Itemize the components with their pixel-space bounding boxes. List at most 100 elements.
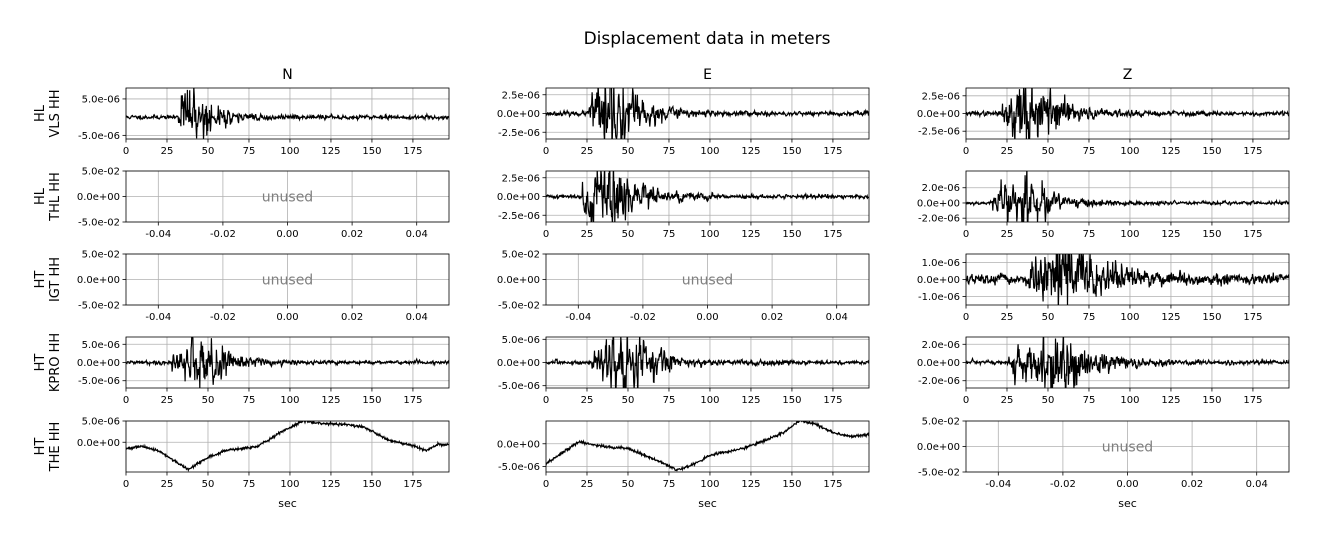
x-tick-label: 75 [1083,312,1096,323]
x-tick-label: 50 [622,229,635,240]
x-tick-label: 75 [243,395,256,406]
y-tick-label: 5.0e-06 [82,94,120,105]
y-tick-label: 2.0e-06 [922,183,960,194]
axes-frame [965,420,1290,473]
y-tick-label: 5.0e-02 [82,250,120,261]
column-title: Z [1123,67,1133,83]
panel: 0 25 50 75 100 125 150 175 5.0e-06 0.0e+00 sec [77,417,450,510]
unused-label: unused [1102,440,1153,456]
axes-frame [125,336,450,389]
x-tick-label: 0 [543,479,549,490]
y-tick-label: -5.0e-02 [918,468,960,479]
x-tick-label: 125 [321,395,340,406]
x-tick-label: 100 [1120,146,1139,157]
y-tick-label: 0.0e+00 [497,192,540,203]
x-tick-label: 175 [403,395,422,406]
row-label-network: HL [33,187,48,205]
row-label: HT IGT HH [33,257,63,302]
y-tick-label: 0.0e+00 [917,275,960,286]
x-tick-label: 0.00 [276,229,298,240]
y-tick-label: 0.0e+00 [917,358,960,369]
x-tick-label: 100 [1120,229,1139,240]
panel: 0 25 50 75 100 125 150 175 2.0e-06 0.0e+00 -2.0e-0… [917,170,1290,240]
row-label-network: HT [33,354,48,372]
y-tick-label: 1.0e-06 [922,258,960,269]
x-tick-label: 0 [963,146,969,157]
y-tick-label: 5.0e-06 [82,417,120,428]
row-label: HT KPRO HH [33,333,63,392]
x-tick-label: 0.04 [406,312,428,323]
x-tick-label: 50 [622,395,635,406]
trace-line [966,254,1289,305]
x-axis-label: sec [698,497,717,510]
y-tick-label: -2.5e-06 [918,127,960,138]
y-tick-label: 0.0e+00 [77,358,120,369]
x-tick-label: 0 [123,479,129,490]
x-tick-label: 25 [1001,146,1014,157]
x-tick-label: 100 [700,146,719,157]
x-axis-label: sec [1118,497,1137,510]
x-tick-label: 100 [700,395,719,406]
x-tick-label: 175 [823,395,842,406]
x-tick-label: 0.02 [341,229,363,240]
x-tick-label: 50 [202,479,215,490]
y-tick-label: -5.0e-06 [78,376,120,387]
x-tick-label: 75 [663,479,676,490]
y-tick-label: -5.0e-06 [78,131,120,142]
x-tick-label: 150 [782,229,801,240]
x-tick-label: -0.02 [210,312,236,323]
y-tick-label: 0.0e+00 [77,438,120,449]
row-label-network: HL [33,104,48,122]
y-tick-label: 0.0e+00 [497,439,540,450]
y-tick-label: 5.0e-06 [82,340,120,351]
x-tick-label: 50 [622,479,635,490]
x-tick-label: 175 [1243,229,1262,240]
panel: 0 25 50 75 100 125 150 175 2.5e-06 0.0e+00 -2.5e-0… [917,87,1290,157]
y-tick-label: 5.0e-02 [502,250,540,261]
y-tick-label: 0.0e+00 [497,109,540,120]
x-tick-label: -0.02 [210,229,236,240]
x-tick-label: 0.04 [826,312,848,323]
unused-label: unused [262,190,313,206]
x-tick-label: 50 [622,146,635,157]
row-label-station: THE HH [48,422,63,473]
trace-line [126,421,449,472]
y-tick-label: 2.5e-06 [502,90,540,101]
y-tick-label: -2.5e-06 [498,211,540,222]
x-tick-label: 0 [543,229,549,240]
x-tick-label: 150 [1202,229,1221,240]
row-label: HT THE HH [33,422,63,473]
unused-label: unused [262,273,313,289]
x-tick-label: 0 [123,395,129,406]
y-tick-label: -5.0e-06 [498,381,540,392]
x-tick-label: 175 [1243,146,1262,157]
x-tick-label: 150 [1202,146,1221,157]
x-axis-label: sec [278,497,297,510]
y-tick-label: 0.0e+00 [77,275,120,286]
x-tick-label: 75 [663,229,676,240]
trace-line [966,171,1289,222]
y-tick-label: 0.0e+00 [497,358,540,369]
x-tick-label: 50 [202,146,215,157]
panel: 0 25 50 75 100 125 150 175 5.0e-06 -5.0e-06 [78,87,450,157]
row-label-network: HT [33,438,48,456]
x-tick-label: 100 [1120,312,1139,323]
x-tick-label: 125 [1161,146,1180,157]
x-tick-label: 150 [362,479,381,490]
x-tick-label: 25 [1001,395,1014,406]
x-tick-label: 100 [280,479,299,490]
x-tick-label: 150 [1202,395,1221,406]
x-tick-label: -0.02 [630,312,656,323]
x-tick-label: 25 [581,395,594,406]
x-tick-label: -0.04 [145,229,171,240]
x-tick-label: 0.00 [1116,479,1138,490]
x-tick-label: -0.04 [145,312,171,323]
column-title: N [282,67,292,83]
y-tick-label: 0.0e+00 [917,109,960,120]
x-tick-label: 0.00 [696,312,718,323]
panel: 0 25 50 75 100 125 150 175 2.5e-06 0.0e+00 -2.5e-0… [497,87,870,157]
y-tick-label: 2.5e-06 [922,91,960,102]
x-tick-label: 50 [1042,312,1055,323]
x-tick-label: 25 [161,395,174,406]
